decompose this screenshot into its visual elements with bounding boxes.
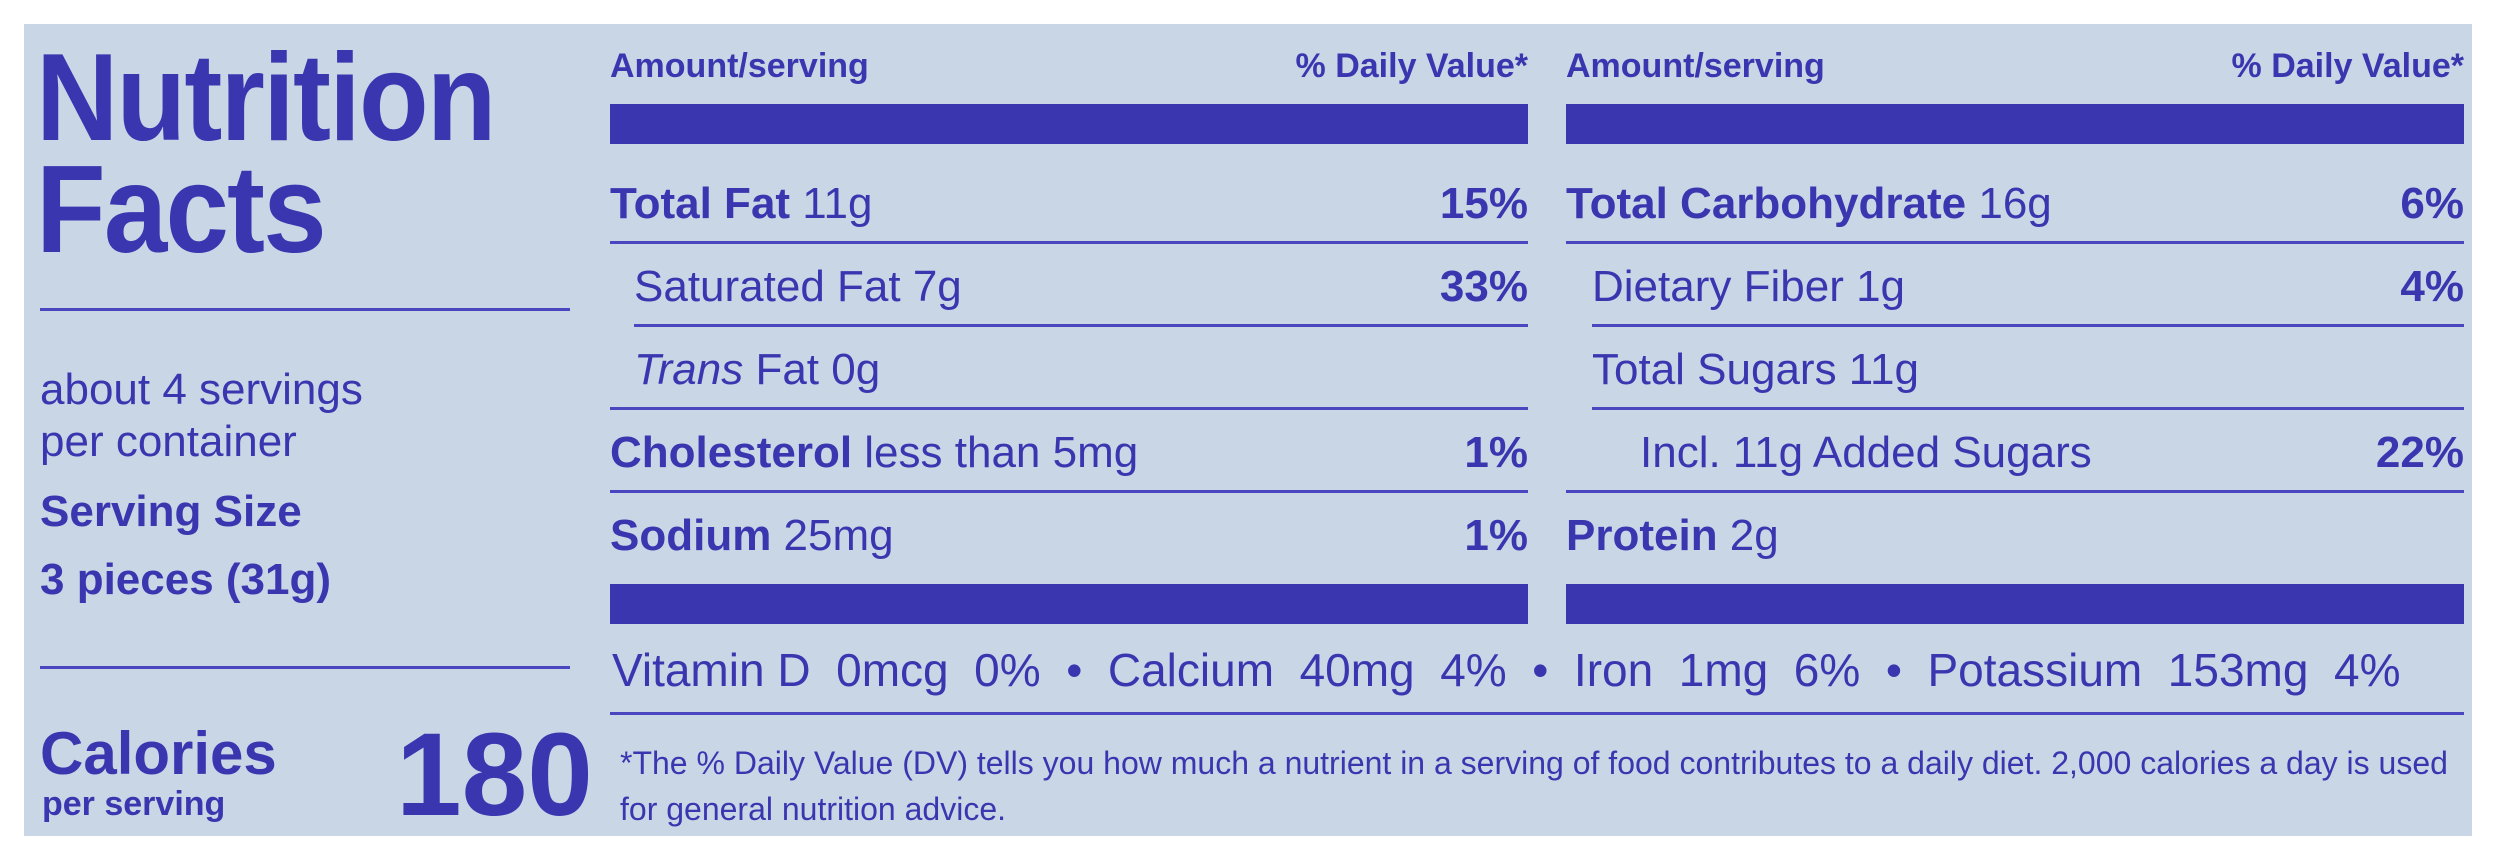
thick-bar: [610, 584, 1528, 624]
nutrient-amount: 25mg: [771, 511, 894, 560]
nutrient-name: Dietary Fiber 1g: [1592, 262, 1906, 311]
title-line-2: Facts: [36, 141, 327, 279]
nutrition-facts-label: Nutrition Facts about 4 servings per con…: [24, 24, 2472, 836]
nutrient-row: Cholesterol less than 5mg 1%: [610, 413, 1528, 493]
divider: [40, 308, 570, 311]
header-daily-value: % Daily Value*: [2231, 47, 2464, 85]
servings-line-1: about 4 servings: [40, 365, 363, 414]
nutrient-name: Total Sugars 11g: [1592, 345, 1919, 394]
nutrient-amount: Fat 0g: [743, 345, 881, 394]
nutrient-row: Sodium 25mg 1%: [610, 496, 1528, 576]
nutrient-row: Total Fat 11g 15%: [610, 164, 1528, 244]
nutrient-amount: 2g: [1717, 511, 1779, 560]
footnote: *The % Daily Value (DV) tells you how mu…: [620, 745, 2448, 827]
calories-value: 180: [396, 709, 593, 841]
row-divider: [1566, 490, 2464, 493]
nutrient-name-italic: Trans: [634, 345, 744, 394]
serving-size-value: 3 pieces (31g): [40, 555, 332, 604]
nutrient-name: Saturated Fat 7g: [634, 262, 962, 311]
nutrient-amount: 11g: [790, 179, 873, 228]
row-divider: [1592, 324, 2464, 327]
nutrient-dv: 22%: [2375, 428, 2464, 477]
nutrient-row: Dietary Fiber 1g 4%: [1592, 247, 2464, 327]
serving-size-label: Serving Size: [40, 487, 302, 536]
thick-bar: [1566, 584, 2464, 624]
nutrient-dv: 15%: [1439, 179, 1528, 228]
nutrient-name: Protein: [1566, 511, 1718, 560]
title-line-1: Nutrition: [36, 29, 496, 167]
nutrient-row: Total Carbohydrate 16g 6%: [1566, 164, 2464, 244]
nutrient-dv: 33%: [1439, 262, 1528, 311]
header-daily-value: % Daily Value*: [1295, 47, 1528, 85]
nutrient-row: Total Sugars 11g: [1592, 330, 2464, 410]
nutrient-row: Saturated Fat 7g 33%: [634, 247, 1528, 327]
calories-subtitle: per serving: [42, 785, 226, 823]
row-divider: [1566, 241, 2464, 244]
nutrient-amount: less than 5mg: [852, 428, 1139, 477]
servings-line-2: per container: [40, 417, 297, 466]
nutrient-name: Incl. 11g Added Sugars: [1640, 428, 2092, 477]
nutrient-dv: 6%: [2400, 179, 2464, 228]
nutrient-name: Cholesterol: [610, 428, 853, 477]
thick-bar: [1566, 104, 2464, 144]
thick-bar: [610, 104, 1528, 144]
calories-label: Calories: [40, 720, 277, 787]
row-divider: [634, 324, 1528, 327]
divider: [610, 712, 2464, 715]
nutrient-row: Protein 2g: [1566, 496, 2464, 576]
row-divider: [1592, 407, 2464, 410]
left-nutrient-table: Amount/serving % Daily Value* Total Fat …: [610, 24, 1528, 836]
header-amount: Amount/serving: [1566, 47, 1825, 85]
nutrient-row: Incl. 11g Added Sugars 22%: [1566, 413, 2464, 493]
nutrient-dv: 4%: [2400, 262, 2464, 311]
row-divider: [610, 407, 1528, 410]
nutrient-dv: 1%: [1464, 511, 1528, 560]
nutrient-name: Total Fat: [610, 179, 791, 228]
header-amount: Amount/serving: [610, 47, 869, 85]
right-nutrient-table: Amount/serving % Daily Value* Total Carb…: [1566, 24, 2464, 836]
nutrient-name: Sodium: [610, 511, 772, 560]
row-divider: [610, 241, 1528, 244]
vitamins-minerals: Vitamin D 0mcg 0% • Calcium 40mg 4% • Ir…: [612, 644, 2401, 696]
title: Nutrition Facts: [36, 29, 496, 279]
nutrient-name: Total Carbohydrate: [1566, 179, 1967, 228]
nutrient-dv: 1%: [1464, 428, 1528, 477]
divider: [40, 666, 570, 669]
nutrient-amount: 16g: [1966, 179, 2052, 228]
row-divider: [610, 490, 1528, 493]
nutrient-row: Trans Fat 0g: [610, 330, 1528, 410]
